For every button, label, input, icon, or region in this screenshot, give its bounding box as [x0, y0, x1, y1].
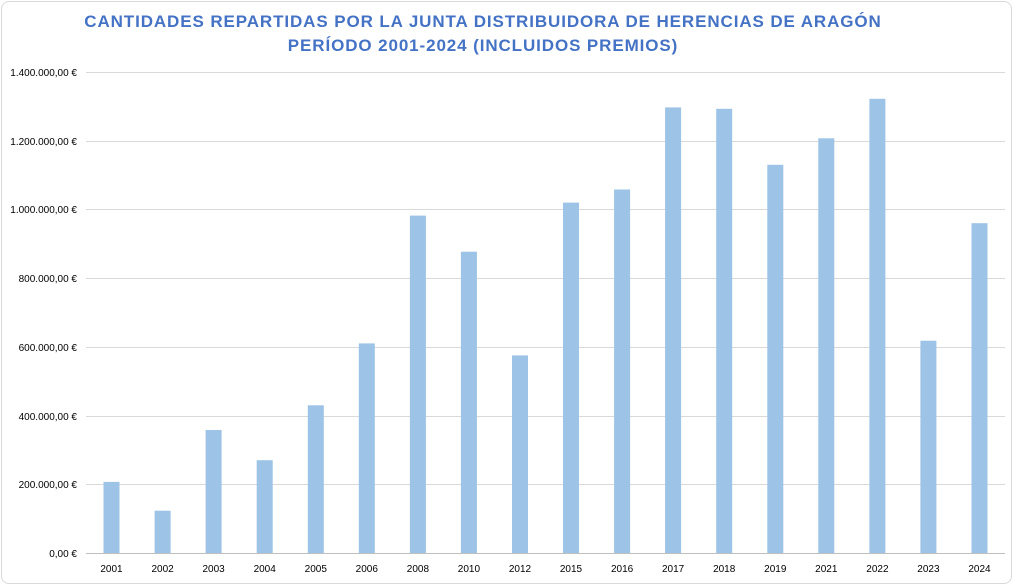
x-tick-label: 2021	[815, 564, 838, 575]
bar	[818, 138, 835, 554]
chart-subtitle: PERÍODO 2001-2024 (INCLUIDOS PREMIOS)	[287, 36, 679, 55]
y-tick-label: 0,00 €	[49, 549, 77, 560]
x-tick-label: 2022	[866, 564, 889, 575]
bar	[767, 164, 784, 554]
x-tick-label: 2008	[407, 564, 430, 575]
x-tick-label: 2006	[356, 564, 379, 575]
bar	[920, 340, 937, 553]
x-tick-label: 2001	[100, 564, 123, 575]
bar	[563, 202, 579, 553]
x-tick-label: 2024	[968, 564, 991, 575]
x-tick-label: 2018	[713, 564, 736, 575]
chart-title: CANTIDADES REPARTIDAS POR LA JUNTA DISTR…	[84, 12, 882, 31]
y-tick-label: 1.000.000,00 €	[10, 205, 77, 216]
bar	[103, 481, 120, 553]
y-tick-label: 400.000,00 €	[19, 412, 78, 423]
x-tick-label: 2017	[662, 564, 685, 575]
x-tick-label: 2004	[254, 564, 277, 575]
x-tick-label: 2015	[560, 564, 583, 575]
bar	[358, 343, 375, 553]
bar	[971, 223, 988, 553]
x-tick-label: 2010	[458, 564, 481, 575]
bar	[307, 405, 324, 553]
y-tick-label: 600.000,00 €	[19, 343, 78, 354]
x-tick-label: 2019	[764, 564, 787, 575]
bar	[256, 460, 273, 553]
bar	[205, 430, 222, 553]
y-tick-label: 800.000,00 €	[19, 274, 78, 285]
x-tick-label: 2005	[305, 564, 328, 575]
bar	[154, 510, 171, 553]
bar	[409, 215, 426, 553]
bar	[614, 189, 631, 553]
bar	[716, 108, 733, 554]
bar	[869, 98, 886, 554]
y-tick-label: 200.000,00 €	[19, 480, 78, 491]
x-tick-label: 2016	[611, 564, 634, 575]
y-tick-label: 1.400.000,00 €	[10, 68, 77, 79]
x-tick-label: 2023	[917, 564, 940, 575]
x-tick-label: 2002	[151, 564, 174, 575]
x-tick-label: 2012	[509, 564, 532, 575]
x-tick-label: 2003	[202, 564, 225, 575]
bar	[665, 107, 682, 554]
y-tick-label: 1.200.000,00 €	[10, 137, 77, 148]
bar	[512, 355, 528, 553]
bar	[460, 251, 477, 553]
